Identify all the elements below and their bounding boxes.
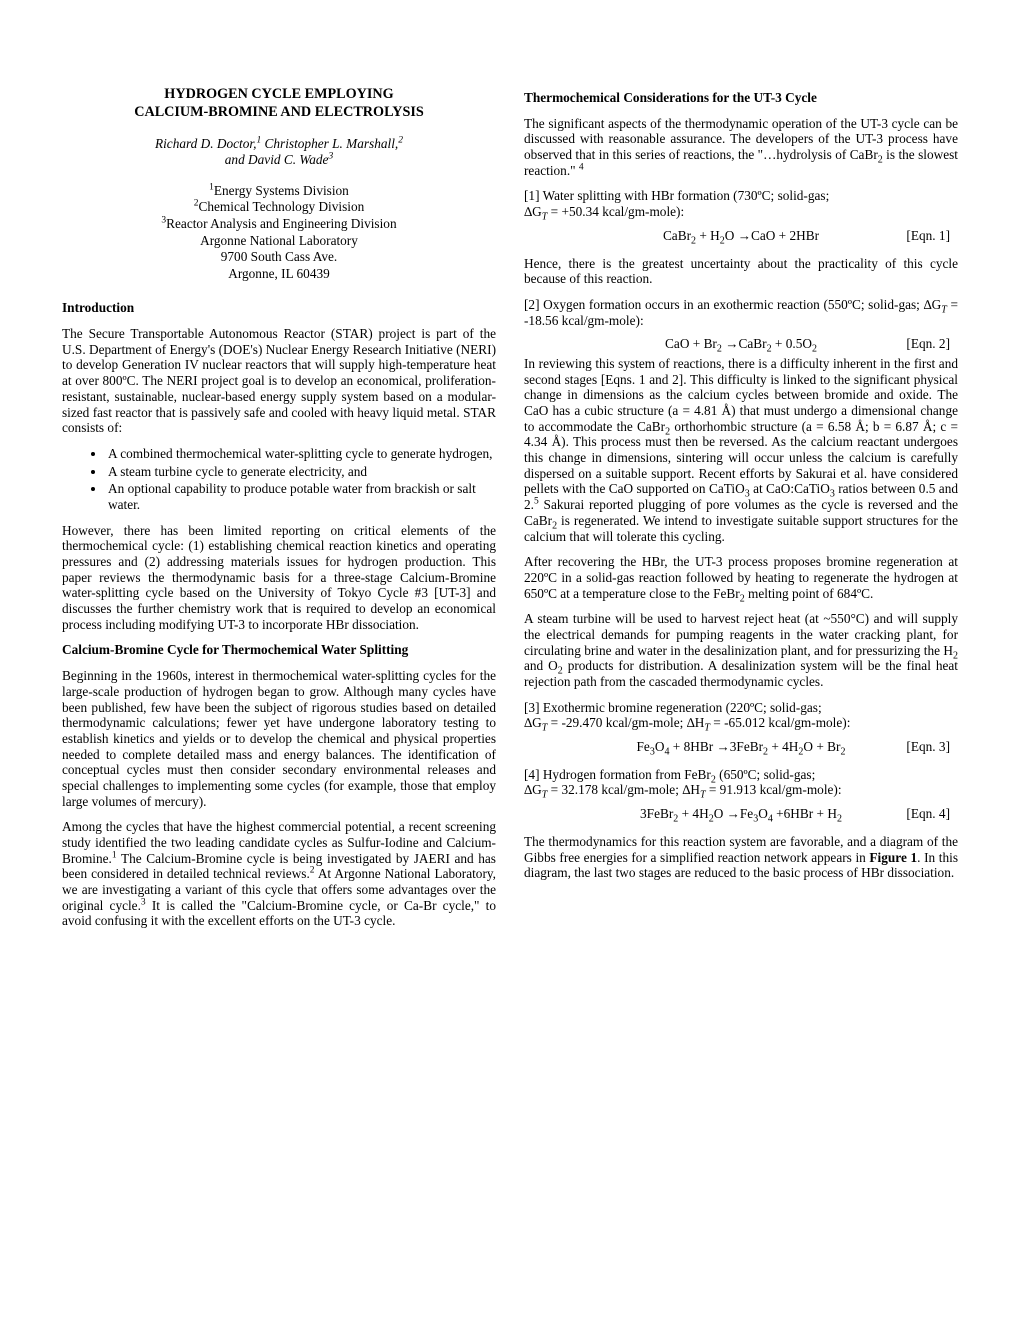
text: [2] Oxygen formation occurs in an exothe… [524,297,924,312]
text: melting point of 684ºC. [745,586,874,601]
list-item: A steam turbine cycle to generate electr… [106,464,496,480]
sub: 2 [837,814,842,825]
reaction-2-desc: [2] Oxygen formation occurs in an exothe… [524,297,958,328]
however-paragraph: However, there has been limited reportin… [62,523,496,633]
p-hence: Hence, there is the greatest uncertainty… [524,256,958,287]
eq-text: + H [696,228,720,243]
title-line-1: HYDROGEN CYCLE EMPLOYING [164,86,393,102]
figure-ref: Figure 1 [869,850,917,865]
eq-text: O →Fe [714,806,754,821]
aff-2: Chemical Technology Division [199,199,365,214]
text: G [532,204,542,219]
text: is regenerated. We intend to investigate… [524,513,958,544]
eq-text: Fe [637,739,650,754]
p-among-cycles: Among the cycles that have the highest c… [62,819,496,929]
reaction-1-desc: [1] Water splitting with HBr formation (… [524,188,958,219]
authors: Richard D. Doctor,1 Christopher L. Marsh… [62,136,496,169]
title-line-2: CALCIUM-BROMINE AND ELECTROLYSIS [134,104,424,120]
text: [4] Hydrogen formation from FeBr [524,767,711,782]
eq-text: + 8HBr →3FeBr [669,739,763,754]
author-2: Christopher L. Marshall, [261,136,398,151]
sub: 2 [840,747,845,758]
heading-cabr-cycle: Calcium-Bromine Cycle for Thermochemical… [62,642,496,658]
aff-1: Energy Systems Division [214,183,349,198]
list-item: An optional capability to produce potabl… [106,481,496,512]
eq-text: + 4H [678,806,708,821]
ref-sup: 4 [579,162,584,172]
intro-paragraph: The Secure Transportable Autonomous Reac… [62,326,496,436]
text: and O [524,658,558,673]
text: = 32.178 kcal/gm-mole; [547,782,682,797]
p-significant: The significant aspects of the thermodyn… [524,116,958,179]
text: = -65.012 kcal/gm-mole): [710,715,850,730]
heading-thermochemical: Thermochemical Considerations for the UT… [524,90,958,106]
text: G [932,297,942,312]
text: [1] Water splitting with HBr formation (… [524,188,829,203]
text: = 91.913 kcal/gm-mole): [706,782,842,797]
left-column: HYDROGEN CYCLE EMPLOYING CALCIUM-BROMINE… [62,86,496,939]
two-column-layout: HYDROGEN CYCLE EMPLOYING CALCIUM-BROMINE… [62,86,958,939]
equation-3: Fe3O4 + 8HBr →3FeBr2 + 4H2O + Br2 [Eqn. … [524,739,958,755]
delta: ∆ [524,204,532,219]
text: products for distribution. A desalinizat… [524,658,958,689]
p-review: In reviewing this system of reactions, t… [524,356,958,544]
reaction-3-desc: [3] Exothermic bromine regeneration (220… [524,700,958,731]
eq-text: + 4H [768,739,798,754]
aff-6: Argonne, IL 60439 [228,266,330,281]
eq-label: [Eqn. 1] [906,228,950,244]
p-1960s: Beginning in the 1960s, interest in ther… [62,668,496,809]
aff-4: Argonne National Laboratory [200,233,358,248]
text: G [532,715,542,730]
author-2-sup: 2 [398,135,403,145]
eq-text: →CaBr [722,336,767,351]
text: [3] Exothermic bromine regeneration (220… [524,700,822,715]
author-3: and David C. Wade [225,152,329,167]
eq-text: + 0.5O [772,336,812,351]
eq-text: CaO + Br [665,336,717,351]
text: = +50.34 kcal/gm-mole): [547,204,684,219]
eq-text: +6HBr + H [773,806,837,821]
delta: ∆ [687,715,695,730]
eq-text: O + Br [803,739,840,754]
delta: ∆ [924,297,932,312]
text: = -29.470 kcal/gm-mole; [547,715,686,730]
equation-1: CaBr2 + H2O →CaO + 2HBr [Eqn. 1] [524,228,958,244]
delta: ∆ [524,782,532,797]
eq-label: [Eqn. 3] [906,739,950,755]
aff-3: Reactor Analysis and Engineering Divisio… [166,216,396,231]
eq-text: 3FeBr [640,806,673,821]
p-thermo-favorable: The thermodynamics for this reaction sys… [524,834,958,881]
equation-4: 3FeBr2 + 4H2O →Fe3O4 +6HBr + H2 [Eqn. 4] [524,806,958,822]
list-item: A combined thermochemical water-splittin… [106,446,496,462]
sub: 2 [812,344,817,355]
text: (650ºC; solid-gas; [716,767,815,782]
right-column: Thermochemical Considerations for the UT… [524,86,958,939]
author-3-sup: 3 [328,152,333,162]
star-bullets: A combined thermochemical water-splittin… [62,446,496,513]
delta: ∆ [524,715,532,730]
text: H [690,782,700,797]
eq-text: O [655,739,665,754]
author-1: Richard D. Doctor, [155,136,256,151]
text: at CaO:CaTiO [750,481,830,496]
eq-text: CaBr [663,228,691,243]
affiliations: 1Energy Systems Division 2Chemical Techn… [62,183,496,283]
p-after-hbr: After recovering the HBr, the UT-3 proce… [524,554,958,601]
reaction-4-desc: [4] Hydrogen formation from FeBr2 (650ºC… [524,767,958,798]
eq-label: [Eqn. 2] [906,336,950,352]
text: A steam turbine will be used to harvest … [524,611,958,657]
p-steam-turbine: A steam turbine will be used to harvest … [524,611,958,689]
aff-5: 9700 South Cass Ave. [221,249,337,264]
eq-label: [Eqn. 4] [906,806,950,822]
paper-title: HYDROGEN CYCLE EMPLOYING CALCIUM-BROMINE… [62,86,496,122]
text: G [532,782,542,797]
text: H [695,715,705,730]
eq-text: O [758,806,768,821]
equation-2: CaO + Br2 →CaBr2 + 0.5O2 [Eqn. 2] [524,336,958,352]
eq-text: O →CaO + 2HBr [725,228,819,243]
heading-introduction: Introduction [62,300,496,316]
